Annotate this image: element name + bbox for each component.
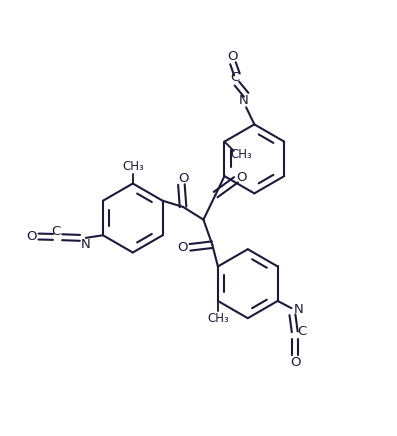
Text: C: C (231, 71, 240, 84)
Text: O: O (27, 230, 37, 243)
Text: O: O (237, 170, 247, 184)
Text: C: C (52, 225, 61, 238)
Text: N: N (80, 238, 90, 251)
Text: CH₃: CH₃ (207, 312, 229, 324)
Text: N: N (294, 303, 304, 317)
Text: O: O (178, 171, 188, 184)
Text: CH₃: CH₃ (231, 148, 252, 160)
Text: CH₃: CH₃ (122, 160, 144, 173)
Text: N: N (239, 94, 249, 106)
Text: O: O (177, 241, 188, 254)
Text: C: C (297, 325, 306, 338)
Text: O: O (290, 356, 301, 369)
Text: O: O (228, 50, 238, 63)
